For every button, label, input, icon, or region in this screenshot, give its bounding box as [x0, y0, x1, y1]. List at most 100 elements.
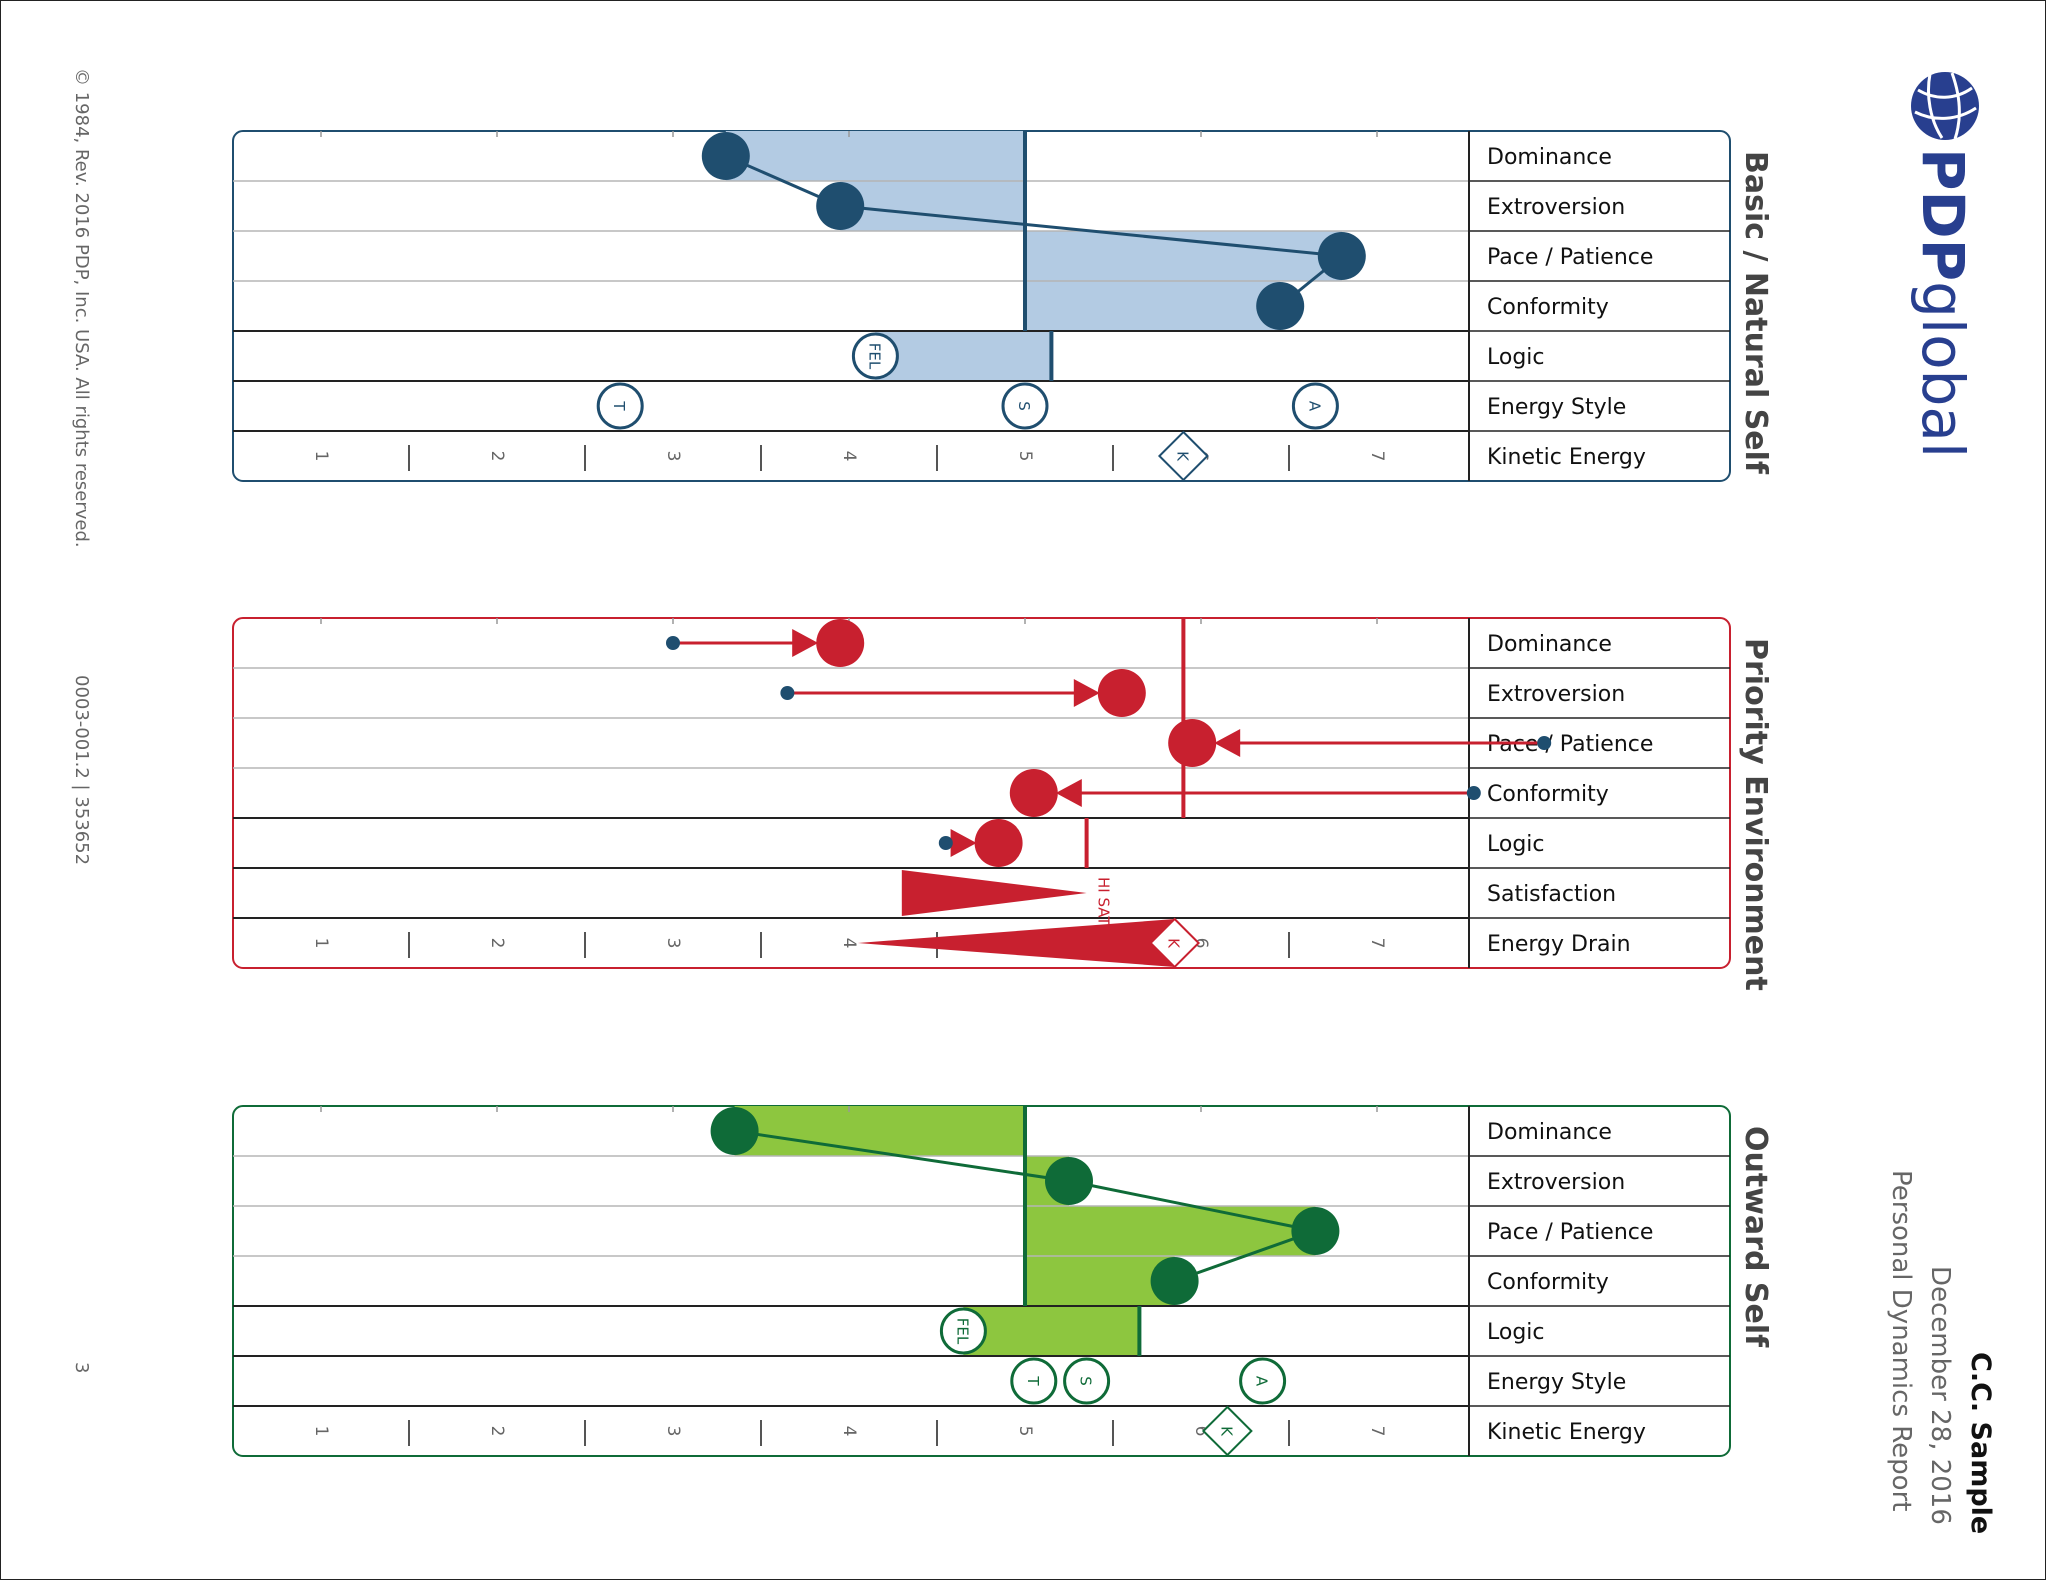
- copyright-text: © 1984, Rev. 2016 PDP, Inc. USA. All rig…: [71, 68, 92, 548]
- arrow-origin-dot: [1466, 786, 1481, 800]
- kinetic-energy-label: K: [1217, 1426, 1235, 1437]
- trait-point-extroversion: [1045, 1157, 1093, 1205]
- satisfaction-label: HI SAT: [1095, 877, 1113, 926]
- row-label-dominance: Dominance: [1487, 1120, 1612, 1145]
- trait-bar-dominance: [734, 1106, 1025, 1156]
- kinetic-energy-marker: K: [1157, 430, 1209, 482]
- axis-tick-label: 7: [1367, 1426, 1387, 1437]
- trait-point-pace-patience: [1291, 1207, 1340, 1255]
- axis-tick-label: 4: [839, 451, 859, 462]
- energy-drain-wedge: [857, 919, 1175, 967]
- row-label-kinetic-energy: Kinetic Energy: [1487, 445, 1646, 470]
- kinetic-energy-marker: K: [1201, 1405, 1253, 1457]
- row-label-dominance: Dominance: [1487, 145, 1612, 170]
- axis-tick-label: 5: [1015, 451, 1035, 462]
- row-label-conformity: Conformity: [1487, 295, 1609, 320]
- energy-style-circle: [596, 382, 644, 430]
- energy-style-circle: [1001, 382, 1049, 430]
- footer: © 1984, Rev. 2016 PDP, Inc. USA. All rig…: [71, 68, 92, 1373]
- energy-style-marker-s: S: [1063, 1357, 1111, 1405]
- trait-bar-pace-patience: [1025, 231, 1342, 281]
- arrow-pace-patience: [1168, 719, 1552, 767]
- trait-point-pace-patience: [1317, 232, 1366, 280]
- axis-tick-label: 3: [663, 938, 683, 949]
- energy-style-circle: [1010, 1357, 1058, 1405]
- axis-tick-label: 6: [1191, 1426, 1211, 1437]
- panel-title: Outward Self: [1738, 1126, 1773, 1348]
- arrow-origin-dot: [938, 836, 953, 850]
- trait-point-conformity: [1150, 1257, 1199, 1305]
- fel-label: FEL: [865, 343, 883, 370]
- energy-style-label: T: [1024, 1375, 1042, 1386]
- panel-title: Priority Environment: [1738, 638, 1773, 991]
- energy-style-circle: [1063, 1357, 1111, 1405]
- row-label-kinetic-energy: Kinetic Energy: [1487, 1420, 1646, 1445]
- row-label-dominance: Dominance: [1487, 632, 1612, 657]
- fel-label: FEL: [953, 1318, 971, 1345]
- trait-point-conformity: [1256, 282, 1305, 330]
- page-number-text: 3: [71, 1362, 92, 1373]
- kinetic-diamond: [1157, 430, 1209, 482]
- trait-line: [725, 154, 1346, 308]
- arrow-target-point: [816, 619, 865, 667]
- logo: PDPglobal: [1909, 72, 1979, 458]
- axis-tick-label: 4: [839, 1426, 859, 1437]
- trait-point-dominance: [701, 132, 750, 180]
- axis-tick-label: 1: [311, 451, 331, 462]
- trait-bar-dominance: [725, 131, 1025, 181]
- axis-tick-label: 1: [311, 938, 331, 949]
- energy-style-label: A: [1253, 1376, 1271, 1387]
- energy-style-circle: [1291, 382, 1339, 430]
- row-label-pace-patience: Pace / Patience: [1487, 245, 1653, 270]
- energy-style-label: T: [610, 400, 628, 411]
- fel-marker: FEL: [939, 1307, 987, 1355]
- trait-line: [734, 1129, 1321, 1283]
- doc-id-text: 0003-001.2 | 353652: [71, 675, 92, 865]
- arrow-target-point: [1168, 719, 1217, 767]
- row-label-extroversion: Extroversion: [1487, 682, 1625, 707]
- axis-tick-label: 3: [663, 1426, 683, 1437]
- trait-point-extroversion: [816, 182, 865, 230]
- energy-style-marker-t: T: [596, 382, 644, 430]
- arrow-head: [792, 629, 819, 657]
- report-info: C.C. Sample December 28, 2016 Personal D…: [1886, 1170, 1996, 1534]
- fel-circle: [939, 1307, 987, 1355]
- panel-outward-self: 1 2 3 4 5 6 7 Dominance Extroversion Pace / Patie…: [232, 1105, 1773, 1457]
- axis-tick-label: 3: [663, 451, 683, 462]
- row-label-logic: Logic: [1487, 832, 1545, 857]
- axis-tick-label: 5: [1015, 1426, 1035, 1437]
- row-label-logic: Logic: [1487, 345, 1545, 370]
- kinetic-diamond: [1201, 1405, 1253, 1457]
- energy-drain-marker: K: [1149, 917, 1201, 969]
- energy-style-marker-a: A: [1291, 382, 1339, 430]
- arrow-origin-dot: [666, 636, 680, 650]
- row-label-conformity: Conformity: [1487, 1270, 1609, 1295]
- axis-tick-label: 6: [1191, 938, 1211, 949]
- energy-style-circle: [1239, 1357, 1287, 1405]
- axis-tick-label: 2: [487, 451, 507, 462]
- axis-tick-label: 1: [311, 1426, 331, 1437]
- report-date: December 28, 2016: [1925, 1266, 1955, 1525]
- row-label-energy-style: Energy Style: [1487, 1370, 1626, 1395]
- axis-tick-label: 7: [1367, 451, 1387, 462]
- row-label-extroversion: Extroversion: [1487, 195, 1625, 220]
- row-label-energy-style: Energy Style: [1487, 395, 1626, 420]
- fel-circle: [851, 332, 899, 380]
- arrow-conformity: [1009, 769, 1481, 817]
- arrow-head: [1073, 679, 1100, 707]
- trait-point-dominance: [710, 1107, 759, 1155]
- arrow-origin-dot: [780, 686, 795, 700]
- axis-tick-label: 4: [839, 938, 859, 949]
- row-label-satisfaction: Satisfaction: [1487, 882, 1616, 907]
- satisfaction-wedge: [901, 870, 1087, 916]
- panel-frame: [232, 617, 1731, 969]
- trait-bar-conformity: [1025, 281, 1281, 331]
- arrow-head: [1214, 729, 1241, 757]
- logic-bar: [963, 1306, 1140, 1356]
- arrow-target-point: [1097, 669, 1146, 717]
- globe-icon: [1911, 72, 1979, 140]
